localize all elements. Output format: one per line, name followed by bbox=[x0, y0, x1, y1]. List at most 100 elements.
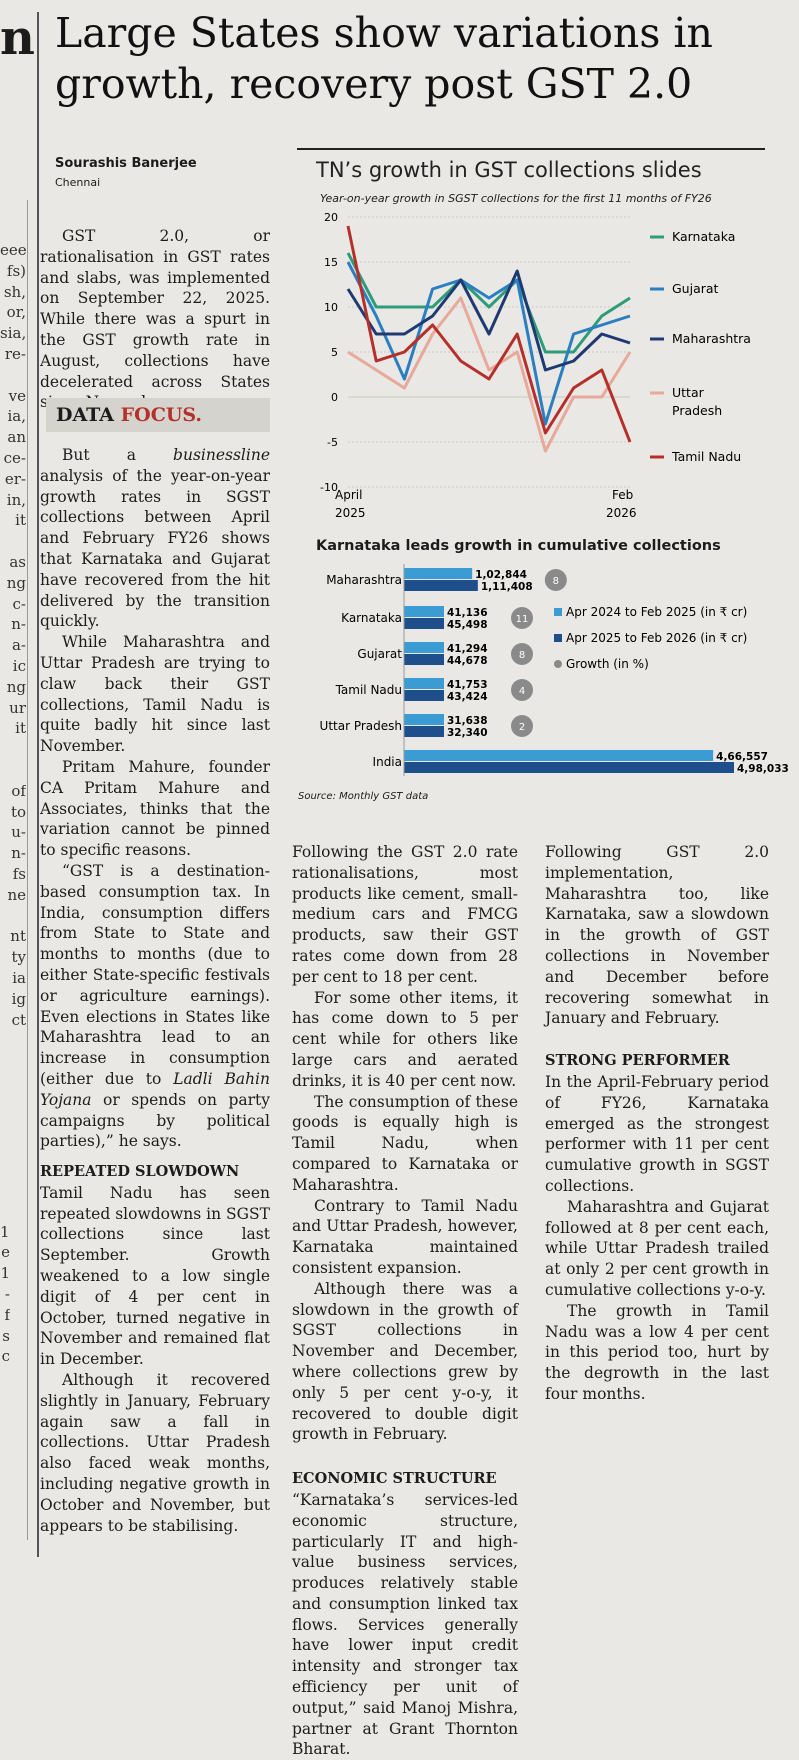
x-label-start-1: April bbox=[335, 488, 362, 502]
line-chart: 20 15 10 5 0 -5 -10 Karnataka Gujarat Maharashtr… bbox=[320, 211, 751, 520]
dateline: Chennai bbox=[55, 176, 101, 189]
fragment-line: of bbox=[11, 781, 26, 800]
bar bbox=[404, 642, 444, 653]
bar-value-label: 41,136 bbox=[447, 607, 488, 619]
fragment-line: or, bbox=[6, 303, 26, 322]
paragraph: Maharashtra and Gujarat followed at 8 pe… bbox=[545, 1197, 769, 1299]
bar-value-label: 45,498 bbox=[447, 619, 488, 631]
y-tick-label: 20 bbox=[324, 211, 338, 224]
legend-label: Growth (in %) bbox=[566, 657, 649, 671]
growth-value: 8 bbox=[519, 650, 525, 661]
fragment-line: ng bbox=[6, 677, 26, 696]
bar-value-label: 41,753 bbox=[447, 679, 488, 691]
y-tick-label: 0 bbox=[331, 391, 338, 404]
fragment-line: it bbox=[15, 511, 26, 530]
column-rule-2 bbox=[27, 200, 28, 1540]
fragment-line: ng bbox=[6, 573, 26, 592]
paragraph: Although it recovered slightly in Januar… bbox=[40, 1371, 270, 1535]
fragment-line: ct bbox=[11, 1010, 26, 1029]
bar-chart-title: Karnataka leads growth in cumulative col… bbox=[316, 538, 721, 554]
fragment-line: fs bbox=[12, 865, 26, 883]
bar bbox=[404, 678, 444, 689]
legend-label: Maharashtra bbox=[672, 331, 751, 346]
line-chart-subtitle: Year-on-year growth in SGST collections … bbox=[320, 192, 712, 205]
x-label-end-1: Feb bbox=[612, 488, 633, 502]
bar-category-label: Uttar Pradesh bbox=[320, 719, 402, 733]
paragraph: Pritam Mahure, founder CA Pritam Mahure … bbox=[40, 757, 270, 860]
growth-bubble bbox=[511, 715, 533, 737]
bar bbox=[404, 618, 444, 629]
x-label-start-2: 2025 bbox=[335, 506, 366, 520]
fragment-line: a- bbox=[11, 636, 26, 655]
fragment-line: ur bbox=[9, 698, 26, 717]
fragment-line: c bbox=[1, 1347, 10, 1366]
legend-swatch bbox=[554, 608, 562, 616]
previous-headline-fragment: n bbox=[0, 10, 35, 66]
paragraph: The growth in Tamil Nadu was a low 4 per… bbox=[545, 1301, 769, 1403]
fragment-line: ia bbox=[12, 969, 26, 987]
y-tick-label: -10 bbox=[320, 481, 338, 494]
paragraph: Although there was a slowdown in the gro… bbox=[292, 1279, 518, 1444]
bar-category-label: Tamil Nadu bbox=[335, 683, 402, 697]
fragment-line: c- bbox=[12, 594, 26, 613]
y-tick-label: 10 bbox=[324, 301, 338, 314]
legend-label: Uttar bbox=[672, 385, 705, 400]
x-label-end-2: 2026 bbox=[606, 506, 637, 520]
bar-value-label: 1,11,408 bbox=[481, 581, 533, 593]
bar-category-label: Maharashtra bbox=[326, 573, 402, 587]
series-line-karnataka bbox=[346, 252, 631, 354]
line-chart-title: TN’s growth in GST collections slides bbox=[316, 158, 702, 182]
fragment-line: sh, bbox=[3, 282, 26, 301]
subheading: REPEATED SLOWDOWN bbox=[40, 1163, 240, 1181]
fragment-line: n- bbox=[11, 615, 26, 634]
legend-label: Apr 2025 to Feb 2026 (in ₹ cr) bbox=[566, 631, 747, 645]
chart-top-rule bbox=[297, 148, 765, 150]
fragment-line: e bbox=[1, 1243, 10, 1262]
fragment-line: ig bbox=[11, 989, 26, 1008]
growth-bubble bbox=[511, 643, 533, 665]
data-focus-word-2: FOCUS. bbox=[120, 404, 203, 426]
paragraph: In the April-February period of FY26, Ka… bbox=[545, 1072, 769, 1195]
chart-source: Source: Monthly GST data bbox=[298, 791, 429, 802]
bar bbox=[404, 568, 473, 579]
legend-label: Apr 2024 to Feb 2025 (in ₹ cr) bbox=[566, 605, 747, 619]
paragraph: Following the GST 2.0 rate rationalisati… bbox=[292, 843, 518, 986]
fragment-line: f bbox=[4, 1305, 10, 1324]
fragment-line: er- bbox=[4, 469, 26, 488]
fragment-line: as bbox=[9, 553, 26, 571]
bar bbox=[404, 654, 444, 665]
fragment-line: fs) bbox=[6, 261, 26, 280]
paragraph: But a businessline analysis of the year-… bbox=[40, 446, 270, 631]
paragraph: Tamil Nadu has seen repeated slowdowns i… bbox=[40, 1183, 270, 1369]
legend-label: Tamil Nadu bbox=[671, 449, 741, 464]
bar bbox=[404, 750, 714, 761]
series-line-uttar-pradesh bbox=[347, 296, 632, 453]
growth-value: 11 bbox=[516, 614, 529, 625]
paragraph: Following GST 2.0 implementation, Mahara… bbox=[545, 843, 769, 1028]
paragraph: “Karnataka’s services-led economic struc… bbox=[292, 1490, 518, 1759]
data-focus-banner: DATA FOCUS. bbox=[46, 398, 270, 432]
bar bbox=[404, 726, 444, 737]
bar bbox=[404, 714, 444, 725]
fragment-line: to bbox=[10, 802, 26, 821]
paragraph: “GST is a destination-based consumption … bbox=[40, 861, 270, 1151]
bar-category-label: Gujarat bbox=[357, 647, 402, 661]
fragment-line: 1 bbox=[0, 1264, 10, 1283]
bar-value-label: 31,638 bbox=[447, 715, 488, 727]
legend-label: Pradesh bbox=[672, 403, 722, 418]
fragment-line: n- bbox=[11, 844, 26, 863]
fragment-line: sia, bbox=[0, 324, 26, 343]
column-rule bbox=[37, 12, 39, 1557]
paragraph: The consumption of these goods is equall… bbox=[292, 1092, 518, 1194]
bar-value-label: 4,98,033 bbox=[737, 763, 789, 775]
growth-value: 2 bbox=[519, 722, 525, 733]
fragment-line: u- bbox=[11, 823, 26, 842]
headline: Large States show variations in growth, … bbox=[55, 9, 713, 108]
fragment-line: ty bbox=[11, 948, 26, 967]
bar bbox=[404, 690, 444, 701]
fragment-line: ve bbox=[8, 386, 26, 405]
bar bbox=[404, 762, 734, 773]
legend-label: Karnataka bbox=[672, 229, 735, 244]
data-focus-word-1: DATA bbox=[56, 404, 115, 426]
series-line-gujarat bbox=[346, 261, 631, 426]
